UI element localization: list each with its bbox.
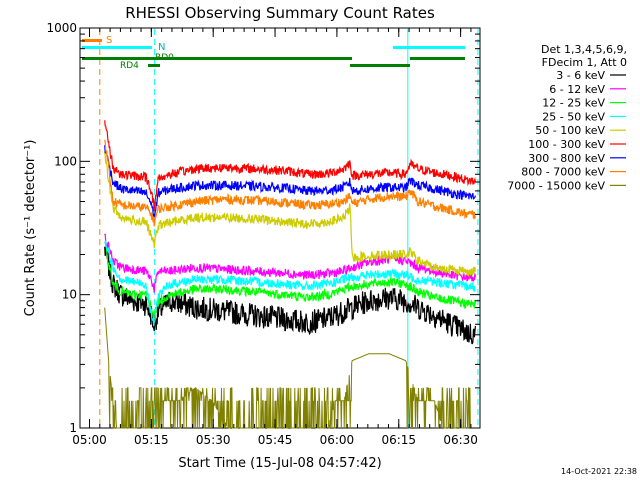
x-axis-label: Start Time (15-Jul-08 04:57:42) bbox=[178, 456, 381, 471]
x-tick-label: 06:30 bbox=[443, 433, 478, 447]
series-line-4 bbox=[104, 240, 476, 327]
series-line-8 bbox=[104, 139, 476, 227]
plot-area bbox=[79, 27, 481, 429]
y-tick-label: 1 bbox=[69, 421, 77, 435]
legend-label: 100 - 300 keV bbox=[528, 138, 605, 151]
series-line-6 bbox=[104, 120, 476, 212]
series-line-9 bbox=[104, 307, 476, 429]
legend: Det 1,3,4,5,6,9, FDecim 1, Att 0 3 - 6 k… bbox=[507, 43, 627, 192]
y-axis-label: Count Rate (s⁻¹ detector⁻¹) bbox=[23, 140, 38, 317]
x-tick-label: 05:00 bbox=[72, 433, 107, 447]
rd0-label: RD0 bbox=[155, 53, 174, 63]
legend-label: 12 - 25 keV bbox=[542, 97, 605, 110]
series-line-1 bbox=[104, 243, 476, 345]
y-tick-label: 100 bbox=[54, 154, 77, 168]
x-tick-label: 06:00 bbox=[320, 433, 355, 447]
x-tick-label: 06:15 bbox=[381, 433, 416, 447]
legend-label: 6 - 12 keV bbox=[549, 83, 605, 96]
series-line-3 bbox=[104, 241, 476, 320]
x-axis: 05:00 05:15 05:30 05:45 06:00 06:15 06:30 bbox=[72, 28, 478, 447]
footer-date: 14-Oct-2021 22:38 bbox=[561, 467, 637, 476]
legend-label: 3 - 6 keV bbox=[556, 69, 605, 82]
series-line-7 bbox=[104, 145, 476, 219]
chart-title: RHESSI Observing Summary Count Rates bbox=[125, 4, 435, 22]
y-axis: 1 10 100 1000 bbox=[46, 21, 480, 435]
night-bar-2 bbox=[393, 46, 465, 49]
x-tick-label: 05:45 bbox=[258, 433, 293, 447]
y-tick-label: 1000 bbox=[46, 21, 77, 35]
annotation-bars: S N RD0 RD4 bbox=[82, 35, 465, 71]
x-tick-label: 05:30 bbox=[196, 433, 231, 447]
legend-label: 25 - 50 keV bbox=[542, 110, 605, 123]
series-line-2 bbox=[104, 233, 476, 293]
legend-label: 800 - 7000 keV bbox=[521, 166, 605, 179]
legend-label: 50 - 100 keV bbox=[535, 124, 605, 137]
vertical-markers bbox=[99, 29, 479, 427]
y-tick-label: 10 bbox=[62, 288, 77, 302]
series-line-5 bbox=[104, 151, 476, 277]
x-tick-label: 05:15 bbox=[134, 433, 169, 447]
saa-label: S bbox=[106, 35, 112, 46]
legend-header-2: FDecim 1, Att 0 bbox=[542, 56, 627, 69]
series-layer bbox=[104, 120, 476, 429]
rd4-bar-2 bbox=[350, 64, 410, 67]
legend-label: 300 - 800 keV bbox=[528, 152, 605, 165]
plot-frame bbox=[79, 27, 481, 429]
rd4-bar-1 bbox=[148, 64, 160, 67]
rd4-label: RD4 bbox=[120, 61, 139, 71]
night-label: N bbox=[158, 42, 165, 53]
legend-header-1: Det 1,3,4,5,6,9, bbox=[541, 43, 627, 56]
rd0-bar-1 bbox=[82, 57, 352, 60]
saa-bar bbox=[82, 39, 102, 42]
rd0-bar-2 bbox=[410, 57, 465, 60]
night-bar-1 bbox=[82, 46, 152, 49]
legend-label: 7000 - 15000 keV bbox=[507, 179, 605, 192]
